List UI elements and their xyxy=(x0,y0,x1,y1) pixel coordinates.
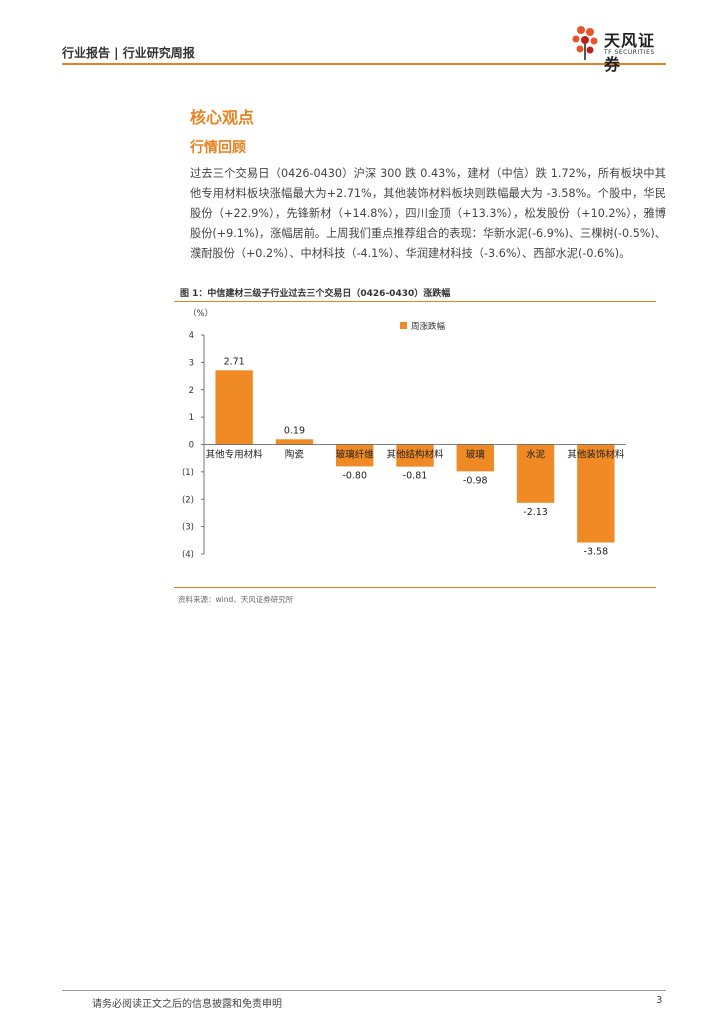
bar xyxy=(577,444,615,543)
data-label: 0.19 xyxy=(284,425,305,436)
y-axis-label: （%） xyxy=(188,308,213,319)
figure-bottom-rule xyxy=(174,587,656,588)
category-label: 其他装饰材料 xyxy=(567,449,625,461)
section-subheading: 行情回顾 xyxy=(190,140,246,156)
y-tick-label: 2 xyxy=(189,386,194,396)
category-label: 陶瓷 xyxy=(285,449,305,461)
bar xyxy=(336,444,374,467)
header-divider xyxy=(62,63,666,65)
category-label: 其他专用材料 xyxy=(206,449,264,461)
data-label: -0.98 xyxy=(463,475,488,486)
y-tick-label: (1) xyxy=(182,468,194,478)
section-heading: 核心观点 xyxy=(190,108,255,127)
bar xyxy=(396,444,434,467)
footer-divider xyxy=(62,990,666,991)
bar-chart: （%） 4 3 2 1 0 (1) (2) (3) (4) 2.71 0.19 -0.80 -0.81 -0… xyxy=(182,308,626,560)
bar xyxy=(456,444,494,472)
legend-swatch xyxy=(400,322,407,329)
market-review-paragraph: 过去三个交易日（0426-0430）沪深 300 跌 0.43%，建材（中信）跌… xyxy=(190,167,666,260)
y-tick-label: (4) xyxy=(182,550,194,560)
figure-source: 资料来源：wind、天风证券研究所 xyxy=(178,595,294,604)
logo-english-text: TF SECURITIES xyxy=(604,49,655,56)
y-tick-label: 0 xyxy=(189,441,194,451)
y-tick-label: (3) xyxy=(182,523,194,533)
figure-title: 图 1：中信建材三级子行业过去三个交易日（0426-0430）涨跌幅 xyxy=(180,289,451,299)
data-label: 2.71 xyxy=(224,356,245,367)
footer-disclaimer: 请务必阅读正文之后的信息披露和免责申明 xyxy=(92,999,282,1010)
category-label: 其他结构材料 xyxy=(386,449,444,461)
category-label: 玻璃 xyxy=(466,449,485,461)
data-label: -2.13 xyxy=(523,507,548,518)
company-logo: 天风证券 TF SECURITIES xyxy=(570,24,670,74)
figure-top-rule xyxy=(174,301,656,302)
data-label: -3.58 xyxy=(584,547,609,558)
category-label: 水泥 xyxy=(526,449,546,461)
y-tick-label: 3 xyxy=(189,358,194,368)
legend-label: 周涨跌幅 xyxy=(411,321,446,332)
logo-text: 天风证券 xyxy=(604,31,656,74)
y-tick-label: 4 xyxy=(189,331,194,341)
y-tick-label: (2) xyxy=(182,495,194,505)
data-label: -0.80 xyxy=(342,470,367,481)
report-type-label: 行业报告 | 行业研究周报 xyxy=(62,46,195,60)
page-number: 3 xyxy=(656,995,663,1006)
logo-flower-icon xyxy=(572,26,598,60)
category-label: 玻璃纤维 xyxy=(336,449,375,461)
bar xyxy=(215,370,253,445)
data-label: -0.81 xyxy=(403,471,428,482)
bar xyxy=(275,439,314,445)
bar xyxy=(516,444,555,503)
y-tick-label: 1 xyxy=(189,413,194,423)
